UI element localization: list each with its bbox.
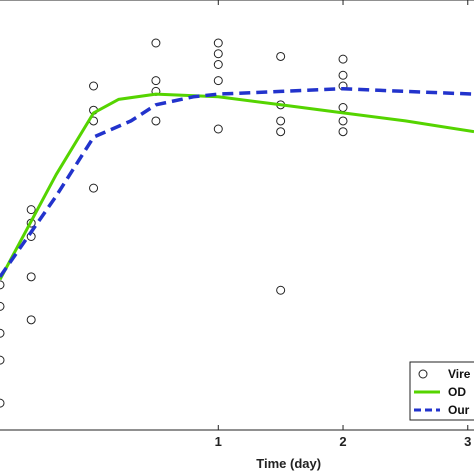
legend: Vire OD Our [409,361,474,421]
scatter-point [89,81,99,91]
x-tick-label: 3 [464,434,471,449]
scatter-point [213,60,223,69]
scatter-point [338,70,348,80]
scatter-point [213,38,223,48]
series-layer [0,86,474,281]
legend-label: Vire [448,367,471,381]
series-line-od [0,92,474,281]
scatter-point [0,301,5,311]
scatter-point [26,272,36,282]
plot-area [0,0,474,430]
scatter-point [0,328,5,338]
scatter-point [276,51,286,61]
scatter-point [276,285,286,295]
scatter-point [0,355,5,365]
scatter-point [338,116,348,126]
axes: 1 2 3 [0,0,474,449]
legend-marker-circle [418,369,428,379]
legend-label: OD [448,385,466,399]
x-tick-label: 2 [339,434,346,449]
x-axis-label: Time (day) [256,456,321,471]
scatter-point [276,116,286,126]
scatter-point [338,127,348,137]
scatter-point [0,280,5,290]
scatter-point [89,183,99,193]
scatter-point [276,127,286,137]
legend-label: Our [448,403,470,417]
scatter-point [213,49,223,59]
scatter-point [0,398,5,408]
scatter-point [338,54,348,64]
series-line-our [0,86,474,278]
scatter-point [26,205,36,215]
x-tick-label: 1 [215,434,222,449]
plot-background [0,0,474,430]
scatter-point [151,116,161,126]
scatter-point [213,124,223,134]
scatter-point [213,76,223,86]
scatter-point [151,38,161,48]
scatter-point [151,76,161,86]
scatter-point [26,315,36,325]
